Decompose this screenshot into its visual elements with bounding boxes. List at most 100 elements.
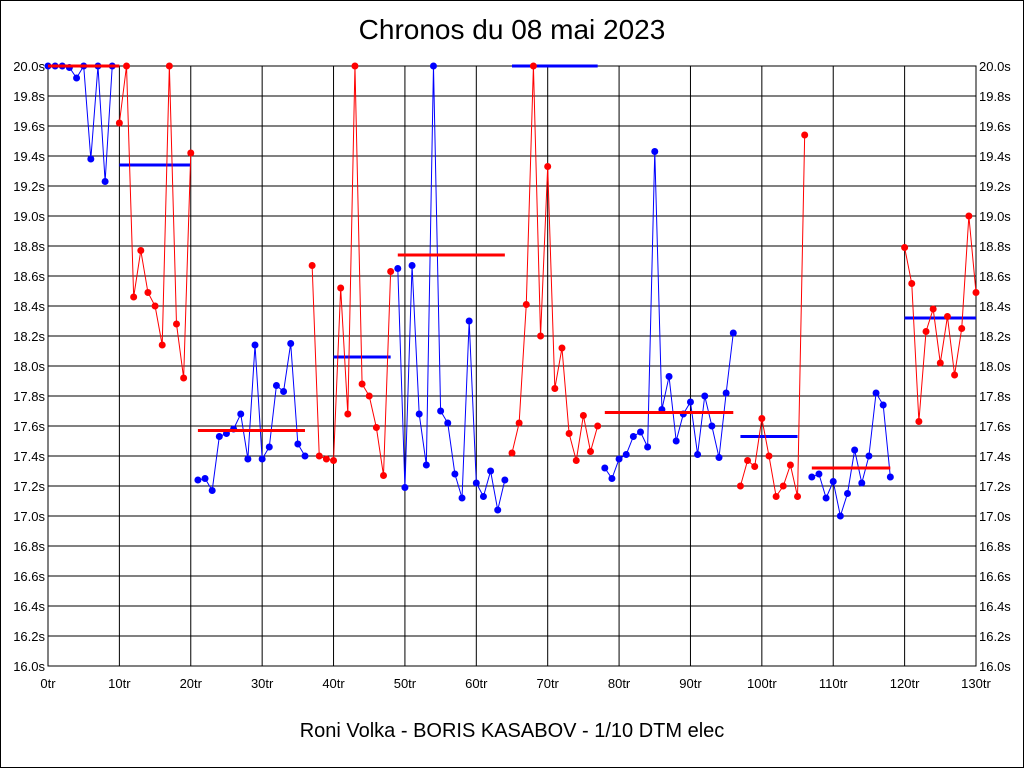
data-point [258, 455, 266, 463]
data-point [551, 385, 559, 392]
data-point [815, 470, 823, 478]
data-point [558, 344, 566, 352]
chart-footer: Roni Volka - BORIS KASABOV - 1/10 DTM el… [299, 720, 725, 742]
y-tick-label-right: 16.0s [979, 659, 1011, 674]
y-tick-label-right: 16.8s [979, 539, 1011, 554]
data-point [330, 457, 338, 464]
y-tick-label-right: 17.4s [979, 449, 1011, 464]
data-point [429, 62, 437, 70]
data-point [358, 380, 366, 388]
data-point [701, 392, 709, 400]
x-tick-label: 10tr [108, 676, 131, 691]
data-point [87, 155, 95, 163]
data-point [972, 289, 980, 296]
data-point [408, 262, 416, 269]
y-tick-label-right: 18.0s [979, 359, 1011, 374]
data-point [344, 410, 352, 418]
data-point [951, 371, 959, 379]
data-point [73, 74, 81, 82]
y-tick-label-right: 19.2s [979, 179, 1011, 194]
y-tick-label-left: 18.6s [13, 269, 45, 284]
y-tick-label-right: 19.6s [979, 119, 1011, 134]
data-point [565, 430, 573, 437]
data-point [844, 490, 852, 497]
y-tick-label-right: 17.8s [979, 389, 1011, 404]
series-line [118, 65, 192, 379]
data-point [765, 452, 773, 460]
y-tick-label-right: 20.0s [979, 59, 1011, 74]
y-tick-label-left: 17.8s [13, 389, 45, 404]
data-point [337, 284, 345, 292]
data-point [672, 437, 680, 445]
y-tick-label-right: 18.6s [979, 269, 1011, 284]
y-tick-label-left: 18.0s [13, 359, 45, 374]
data-point [165, 62, 173, 70]
data-point [708, 422, 716, 430]
data-point [665, 373, 673, 380]
y-tick-label-left: 19.8s [13, 89, 45, 104]
data-point [829, 478, 837, 485]
data-point [172, 320, 180, 328]
chart-title: Chronos du 08 mai 2023 [358, 14, 666, 45]
y-tick-label-right: 18.2s [979, 329, 1011, 344]
data-point [651, 148, 659, 155]
y-tick-label-right: 17.6s [979, 419, 1011, 434]
data-point [351, 62, 359, 70]
x-tick-label: 80tr [608, 676, 631, 691]
x-tick-label: 30tr [251, 676, 274, 691]
data-point [315, 452, 323, 460]
data-point [101, 178, 109, 185]
data-point [322, 455, 330, 463]
data-point [479, 493, 487, 500]
data-point [365, 392, 373, 400]
data-point [729, 329, 737, 337]
y-tick-label-left: 18.2s [13, 329, 45, 344]
y-tick-label-left: 17.2s [13, 479, 45, 494]
data-point [130, 293, 138, 301]
data-point [686, 398, 694, 406]
data-point [772, 493, 780, 500]
data-point [401, 484, 409, 491]
data-point [758, 415, 766, 422]
data-point [180, 374, 188, 382]
data-point [244, 455, 252, 463]
y-tick-label-left: 16.0s [13, 659, 45, 674]
data-point [836, 512, 844, 520]
data-point [451, 470, 459, 478]
data-point [529, 62, 537, 70]
data-point [251, 341, 259, 349]
data-point [187, 149, 195, 157]
y-tick-label-left: 16.8s [13, 539, 45, 554]
data-point [622, 451, 630, 458]
x-tick-label: 40tr [322, 676, 345, 691]
data-point [151, 302, 159, 310]
y-tick-label-right: 17.2s [979, 479, 1011, 494]
data-point [437, 407, 445, 415]
data-point [215, 433, 223, 440]
data-point [472, 479, 480, 487]
data-point [387, 268, 395, 275]
y-tick-label-left: 17.4s [13, 449, 45, 464]
data-point [544, 163, 552, 170]
data-point [722, 389, 730, 397]
y-tick-label-right: 17.0s [979, 509, 1011, 524]
data-point [515, 419, 523, 427]
data-point [394, 265, 402, 272]
data-point [879, 401, 887, 409]
data-point [865, 452, 873, 460]
series-line [397, 65, 506, 511]
x-tick-label: 130tr [961, 676, 991, 691]
data-point [915, 418, 923, 425]
data-point [744, 457, 752, 464]
y-tick-label-left: 19.4s [13, 149, 45, 164]
y-tick-label-left: 20.0s [13, 59, 45, 74]
data-point [422, 461, 430, 469]
data-point [572, 457, 580, 464]
series-line [511, 65, 599, 461]
series-line [197, 343, 306, 492]
data-point [587, 448, 595, 455]
data-point [494, 506, 502, 514]
data-point [808, 473, 816, 481]
data-point [886, 473, 894, 481]
